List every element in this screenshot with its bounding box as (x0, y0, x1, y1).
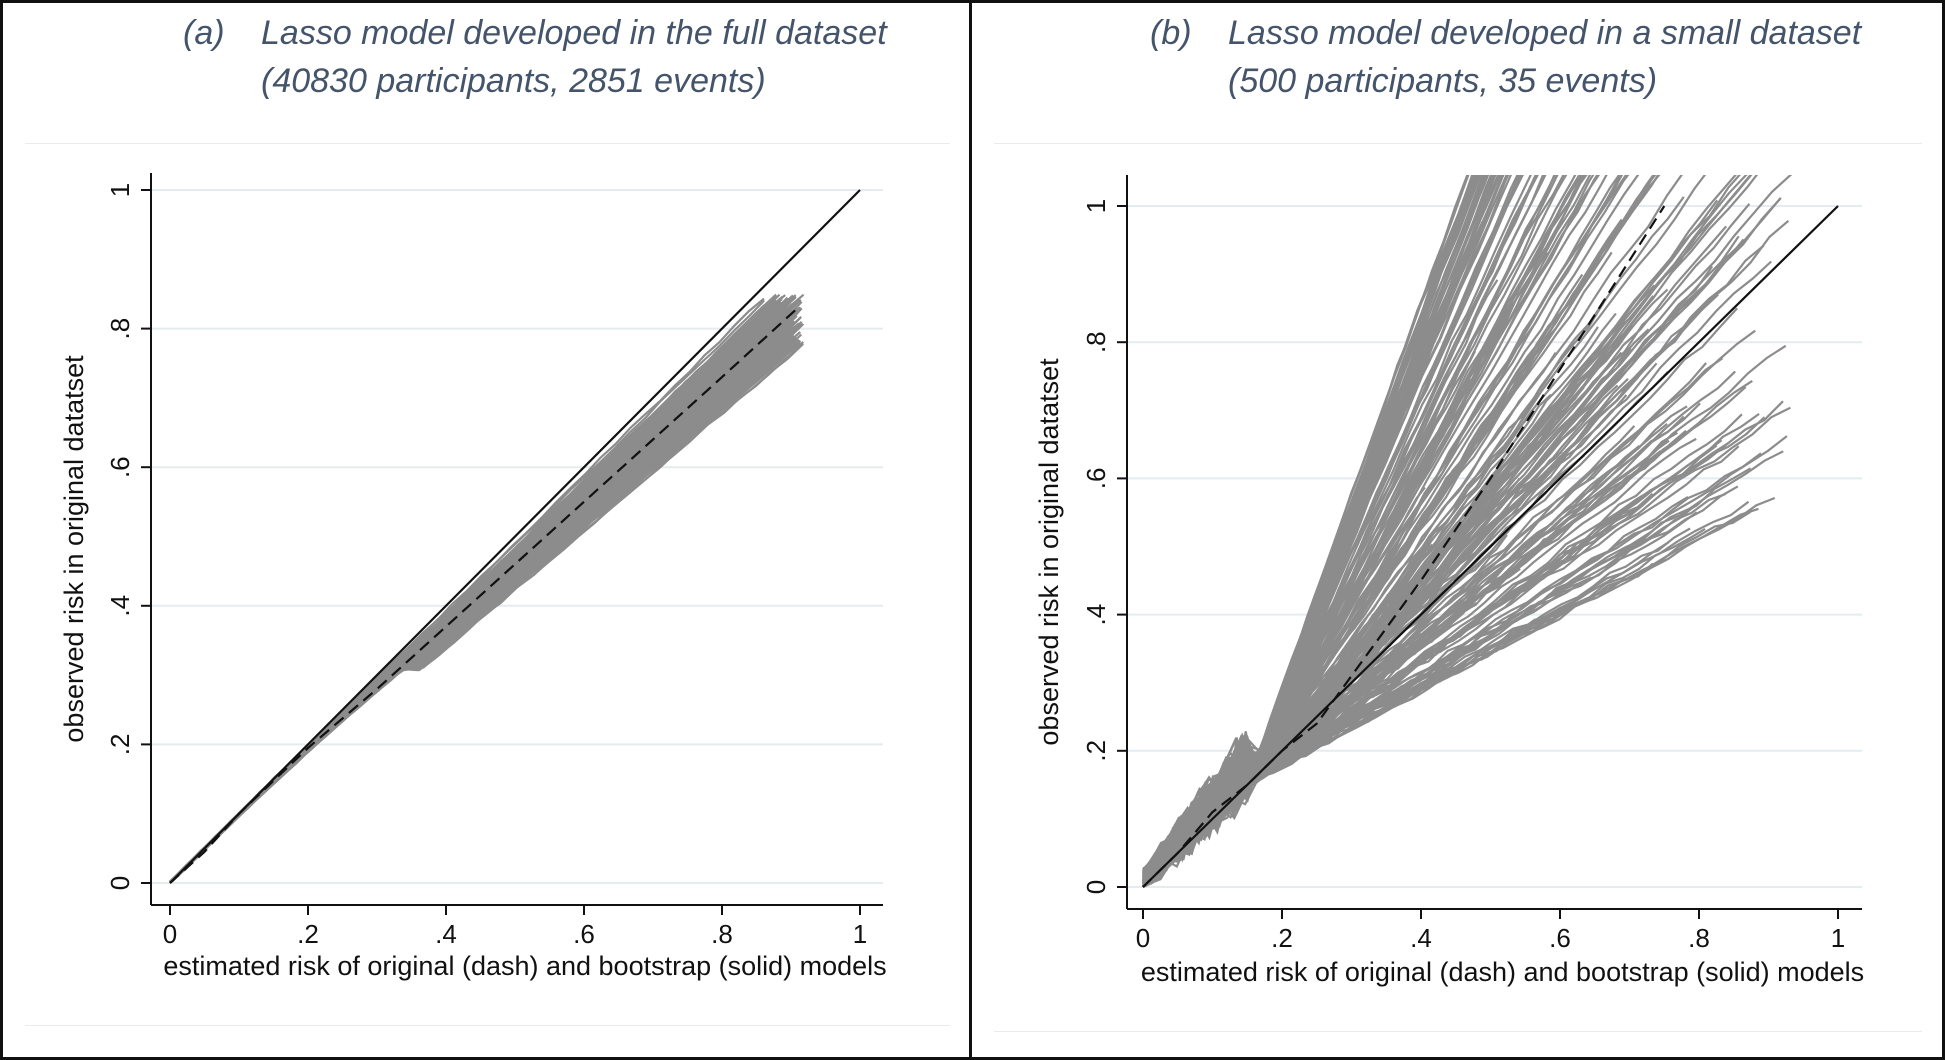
panel-a-title-line2: (40830 participants, 2851 events) (261, 62, 766, 100)
y-tick-label: 1 (105, 183, 135, 197)
y-tick-label: .4 (1081, 604, 1111, 626)
panel-b-bottom-divider (994, 1031, 1922, 1032)
perfect-calibration-line (169, 189, 861, 884)
x-tick-label: .6 (1549, 923, 1571, 953)
panel-a-title-line1: Lasso model developed in the full datase… (261, 14, 887, 52)
chart-b: 0 .2 .4 .6 .8 1 0 .2 .4 .6 .8 1 estimated risk of or… (1034, 175, 1864, 987)
panel-a-bottom-divider (25, 1025, 950, 1026)
bootstrap-curve (1142, 444, 1718, 883)
x-tick-label: .2 (1271, 923, 1293, 953)
x-tick-label: 0 (163, 919, 177, 949)
bootstrap-curve (1142, 175, 1488, 877)
y-tick-label: .2 (105, 734, 135, 756)
bootstrap-curve (169, 345, 801, 884)
x-tick-label: .6 (573, 919, 595, 949)
panel-b: (b) Lasso model developed in a small dat… (969, 0, 1945, 1060)
bootstrap-curve (1142, 175, 1539, 873)
bootstrap-curve (1142, 431, 1678, 884)
y-axis-title: observed risk in original datatset (1034, 358, 1064, 746)
bootstrap-curves (169, 293, 805, 884)
x-tick-label: .4 (1410, 923, 1432, 953)
bootstrap-curve (1142, 175, 1595, 882)
y-tick-label: .8 (1081, 331, 1111, 353)
bootstrap-curve (169, 337, 795, 883)
x-tick-label: .2 (297, 919, 319, 949)
bootstrap-curve (1142, 435, 1788, 877)
bootstrap-curve (1142, 386, 1747, 876)
y-tick-label: .6 (105, 456, 135, 478)
y-tick-label: .6 (1081, 468, 1111, 490)
bootstrap-curve (1142, 175, 1622, 872)
panel-b-title-line2: (500 participants, 35 events) (1228, 62, 1658, 100)
panel-a-label: (a) (183, 14, 225, 52)
bootstrap-curve (169, 324, 777, 884)
x-tick-label: 0 (1136, 923, 1150, 953)
panel-a: (a) Lasso model developed in the full da… (0, 0, 972, 1060)
y-tick-label: 1 (1081, 199, 1111, 213)
bootstrap-curve (169, 294, 794, 884)
y-tick-label: .2 (1081, 740, 1111, 762)
bootstrap-curve (1142, 175, 1577, 888)
bootstrap-curves (1141, 175, 1793, 889)
x-tick-label: .8 (1688, 923, 1710, 953)
panel-a-top-divider (25, 143, 950, 144)
y-tick-label: .8 (105, 318, 135, 340)
bootstrap-curve (169, 345, 795, 884)
plot-area (169, 189, 861, 884)
original-model-dashed-line (1142, 205, 1666, 888)
panel-b-title-line1: Lasso model developed in a small dataset (1228, 14, 1862, 52)
x-tick-label: .8 (711, 919, 733, 949)
panel-b-label: (b) (1150, 14, 1192, 52)
bootstrap-curve (1142, 175, 1655, 874)
x-tick-label: .4 (435, 919, 457, 949)
y-tick-label: .4 (105, 595, 135, 617)
bootstrap-curve (1142, 175, 1493, 888)
x-axis-title: estimated risk of original (dash) and bo… (163, 951, 886, 981)
bootstrap-curve (1142, 496, 1776, 886)
y-tick-label: 0 (105, 876, 135, 890)
x-axis-title: estimated risk of original (dash) and bo… (1141, 957, 1864, 987)
bootstrap-curve (1142, 175, 1608, 878)
y-axis-title: observed risk in original datatset (59, 355, 89, 743)
bootstrap-curve (1142, 175, 1480, 888)
y-tick-label: 0 (1081, 880, 1111, 894)
panel-b-top-divider (994, 143, 1922, 144)
bootstrap-curve (1142, 244, 1765, 881)
x-tick-label: 1 (1831, 923, 1845, 953)
plot-area (1141, 175, 1839, 889)
x-tick-label: 1 (853, 919, 867, 949)
bootstrap-curve (169, 323, 802, 884)
original-model-dashed-line (169, 306, 799, 884)
